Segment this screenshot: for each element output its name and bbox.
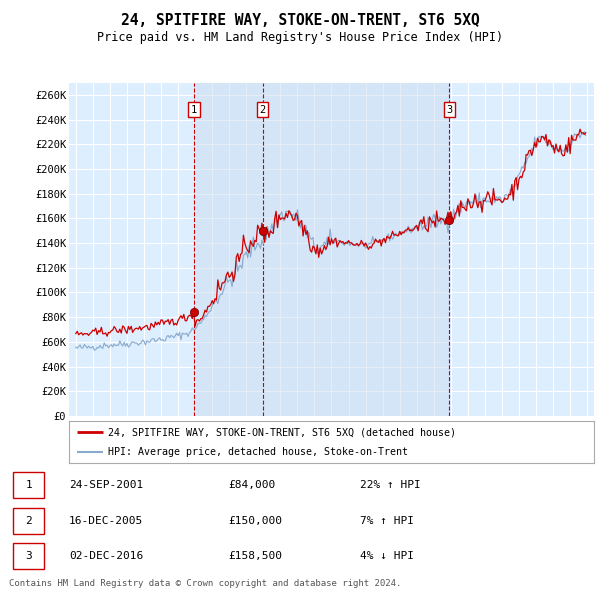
Text: Price paid vs. HM Land Registry's House Price Index (HPI): Price paid vs. HM Land Registry's House … — [97, 31, 503, 44]
Text: 1: 1 — [25, 480, 32, 490]
Text: 1: 1 — [191, 105, 197, 115]
Text: 24-SEP-2001: 24-SEP-2001 — [69, 480, 143, 490]
Text: 24, SPITFIRE WAY, STOKE-ON-TRENT, ST6 5XQ: 24, SPITFIRE WAY, STOKE-ON-TRENT, ST6 5X… — [121, 13, 479, 28]
Text: £84,000: £84,000 — [228, 480, 275, 490]
Text: 3: 3 — [446, 105, 452, 115]
Text: 3: 3 — [25, 550, 32, 560]
Bar — [194, 83, 263, 416]
Text: 22% ↑ HPI: 22% ↑ HPI — [360, 480, 421, 490]
Text: Contains HM Land Registry data © Crown copyright and database right 2024.
This d: Contains HM Land Registry data © Crown c… — [9, 579, 401, 590]
Text: 2: 2 — [260, 105, 266, 115]
Text: HPI: Average price, detached house, Stoke-on-Trent: HPI: Average price, detached house, Stok… — [109, 447, 409, 457]
FancyBboxPatch shape — [13, 471, 44, 498]
Text: 4% ↓ HPI: 4% ↓ HPI — [360, 550, 414, 560]
Text: 2: 2 — [25, 516, 32, 526]
FancyBboxPatch shape — [13, 543, 44, 569]
Bar — [263, 83, 449, 416]
Text: 24, SPITFIRE WAY, STOKE-ON-TRENT, ST6 5XQ (detached house): 24, SPITFIRE WAY, STOKE-ON-TRENT, ST6 5X… — [109, 427, 457, 437]
Text: 02-DEC-2016: 02-DEC-2016 — [69, 550, 143, 560]
Text: £158,500: £158,500 — [228, 550, 282, 560]
Text: 7% ↑ HPI: 7% ↑ HPI — [360, 516, 414, 526]
FancyBboxPatch shape — [13, 507, 44, 534]
Text: 16-DEC-2005: 16-DEC-2005 — [69, 516, 143, 526]
Text: £150,000: £150,000 — [228, 516, 282, 526]
